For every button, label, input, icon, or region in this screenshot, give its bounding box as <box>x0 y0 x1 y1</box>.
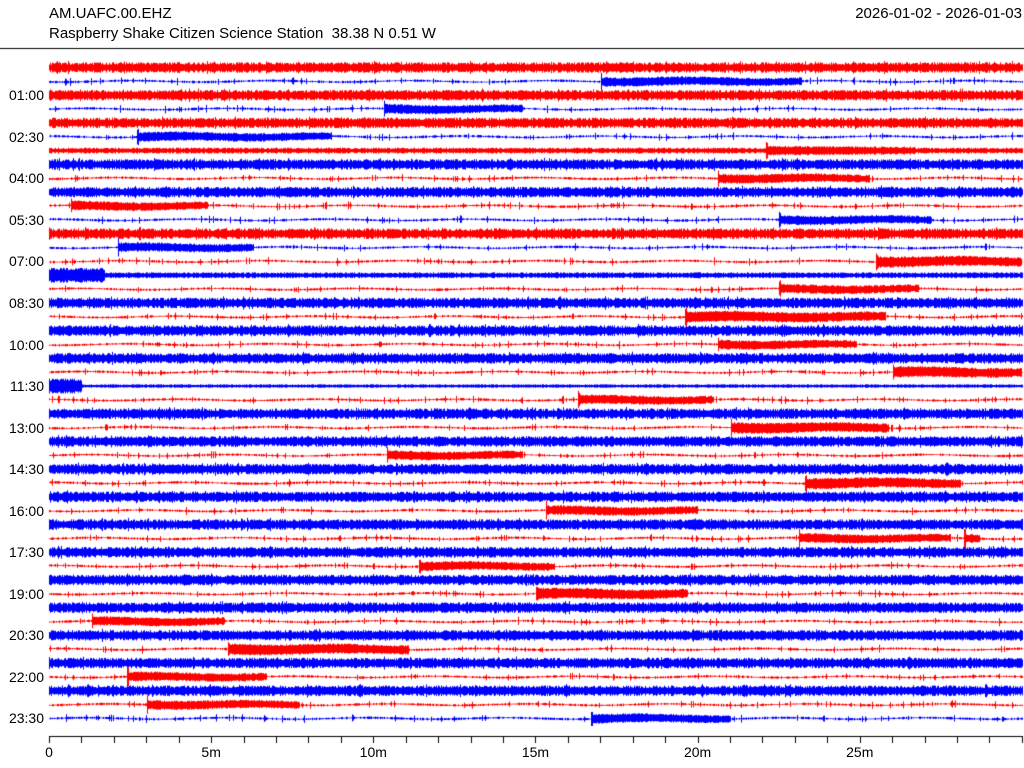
time-label: 16:00 <box>8 502 44 519</box>
time-label: 04:00 <box>8 170 44 187</box>
time-label: 10:00 <box>8 336 44 353</box>
station-subtitle: Raspberry Shake Citizen Science Station … <box>49 25 436 42</box>
time-label: 01:00 <box>8 87 44 104</box>
time-label: 20:30 <box>8 627 44 644</box>
minute-tick-label: 20m <box>683 744 712 760</box>
time-label: 05:30 <box>8 211 44 228</box>
time-label: 17:30 <box>8 544 44 561</box>
time-label: 13:00 <box>8 419 44 436</box>
time-label: 08:30 <box>8 294 44 311</box>
time-label: 23:30 <box>8 710 44 727</box>
time-label: 02:30 <box>8 128 44 145</box>
time-label: 14:30 <box>8 461 44 478</box>
date-range: 2026-01-02 - 2026-01-03 <box>855 5 1022 22</box>
station-id: AM.UAFC.00.EHZ <box>49 5 172 22</box>
minute-tick-label: 0 <box>45 744 53 760</box>
minute-tick-label: 10m <box>359 744 387 760</box>
minute-tick-label: 15m <box>521 744 550 760</box>
minute-tick-label: 5m <box>201 744 221 760</box>
time-label: 11:30 <box>10 378 44 395</box>
minute-tick-label: 25m <box>846 744 874 760</box>
time-label: 19:00 <box>8 585 44 602</box>
time-label: 22:00 <box>8 668 44 685</box>
time-label: 07:00 <box>8 253 44 270</box>
